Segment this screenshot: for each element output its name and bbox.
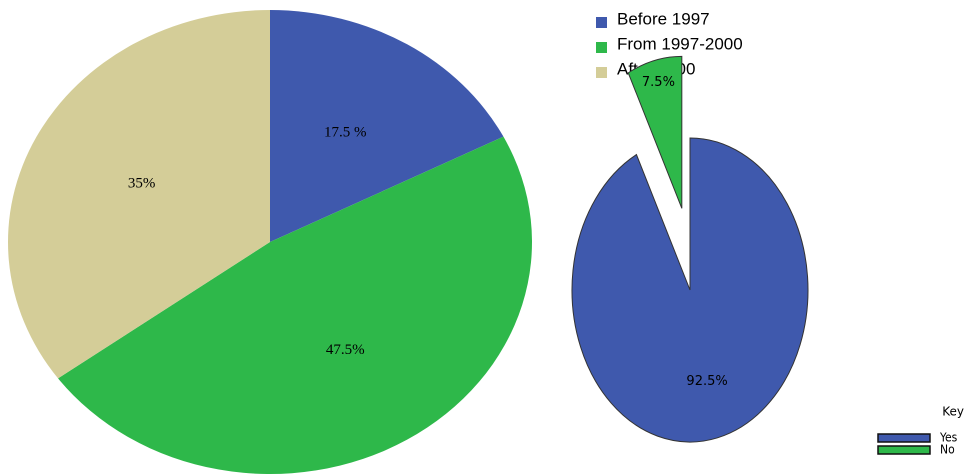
legend-label: No bbox=[940, 443, 955, 457]
legend-swatch bbox=[596, 42, 607, 53]
legend-label: Yes bbox=[939, 431, 958, 445]
value-label: 47.5% bbox=[326, 342, 365, 358]
pie-slice bbox=[571, 137, 809, 443]
legend-swatch bbox=[877, 433, 931, 443]
value-label: 35% bbox=[128, 176, 156, 192]
pie-slice bbox=[58, 136, 532, 474]
value-label: 7.5% bbox=[642, 75, 675, 90]
pie-slice bbox=[627, 55, 683, 209]
value-label: 17.5 % bbox=[324, 125, 367, 141]
legend-swatch bbox=[877, 445, 931, 455]
pie-slice bbox=[7, 10, 271, 379]
value-label: 92.5% bbox=[686, 374, 727, 389]
legend-swatch bbox=[596, 17, 607, 28]
legend-title: Key bbox=[942, 405, 964, 419]
legend-label: From 1997-2000 bbox=[617, 34, 743, 53]
legend-label: Before 1997 bbox=[617, 9, 710, 28]
legend-swatch bbox=[596, 67, 607, 78]
pie-slice bbox=[270, 10, 504, 242]
